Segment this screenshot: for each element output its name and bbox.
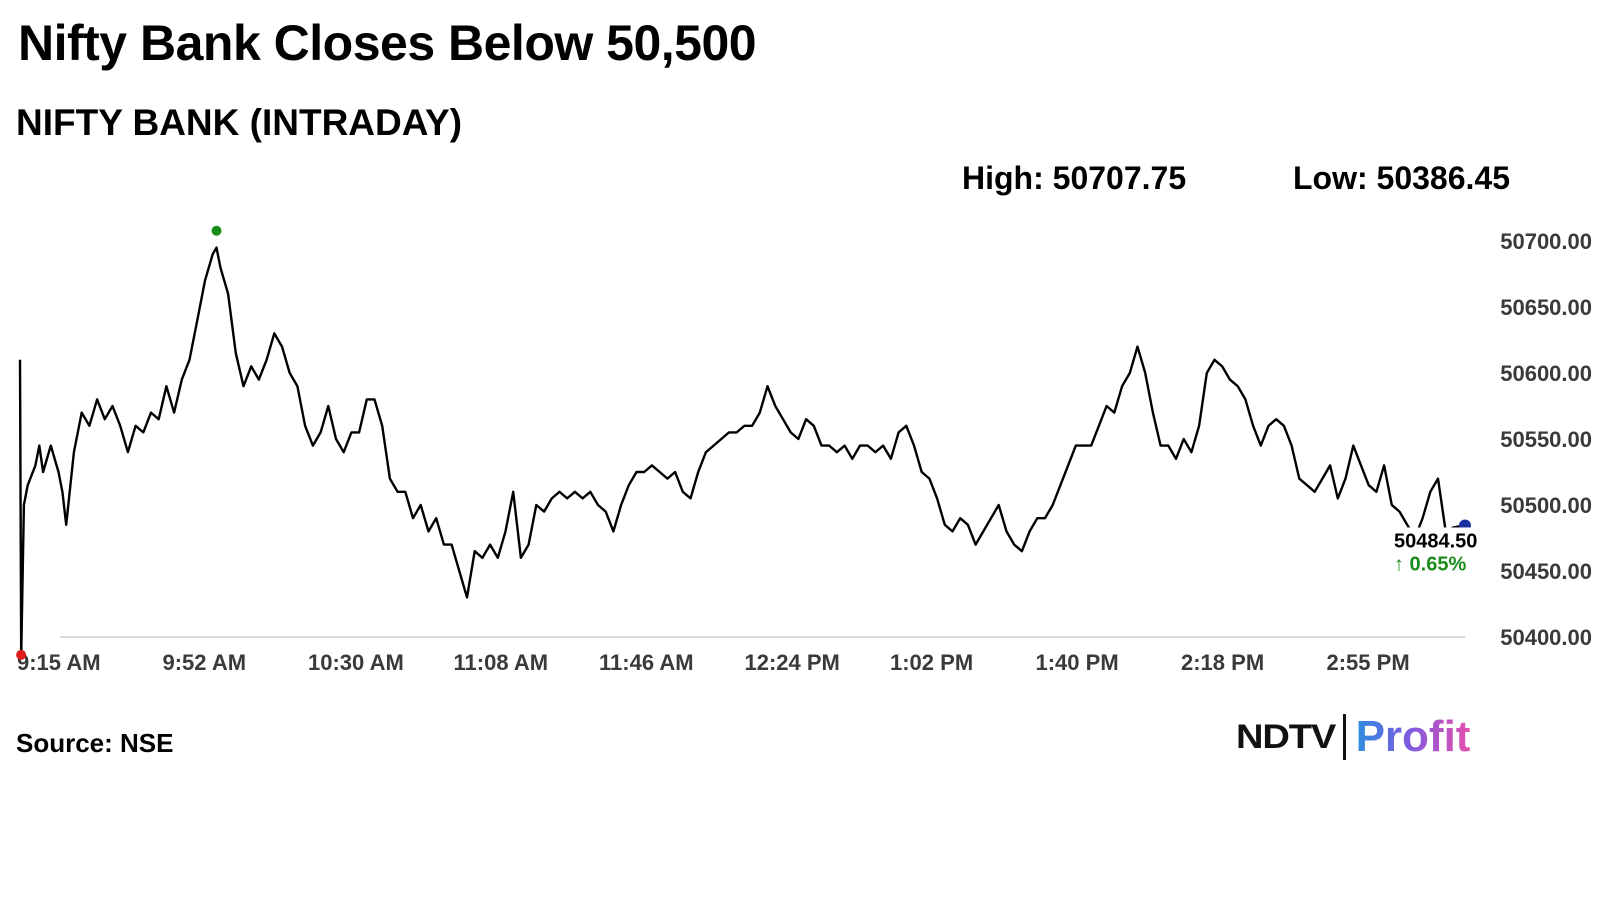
y-tick-label: 50450.00 — [1500, 559, 1592, 584]
y-tick-label: 50500.00 — [1500, 493, 1592, 518]
x-axis-ticks: 9:15 AM 9:52 AM 10:30 AM 11:08 AM 11:46 AM 12… — [17, 650, 1410, 675]
ndtv-profit-logo: NDTV Profit — [1236, 712, 1470, 762]
chart-subtitle: NIFTY BANK (INTRADAY) — [16, 102, 463, 143]
x-tick-label: 12:24 PM — [745, 650, 840, 675]
x-tick-label: 1:40 PM — [1036, 650, 1119, 675]
x-tick-label: 10:30 AM — [308, 650, 404, 675]
day-low-label: Low: 50386.45 — [1293, 160, 1510, 196]
x-tick-label: 11:46 AM — [599, 650, 694, 675]
x-tick-label: 11:08 AM — [454, 650, 549, 675]
y-tick-label: 50550.00 — [1500, 427, 1592, 452]
y-tick-label: 50600.00 — [1500, 361, 1592, 386]
price-line — [18, 246, 1466, 658]
logo-divider — [1342, 714, 1346, 760]
day-low-marker — [16, 649, 27, 660]
y-tick-label: 50700.00 — [1500, 229, 1592, 254]
intraday-line-chart: 50400.00 50450.00 50500.00 50550.00 50600.00… — [16, 225, 1592, 675]
x-tick-label: 9:15 AM — [17, 650, 101, 675]
headline: Nifty Bank Closes Below 50,500 — [18, 15, 757, 71]
last-price-label: 50484.50 — [1394, 530, 1477, 552]
logo-profit-text: Profit — [1355, 712, 1471, 761]
x-tick-label: 2:55 PM — [1327, 650, 1410, 675]
y-tick-label: 50400.00 — [1500, 625, 1592, 650]
source-note: Source: NSE — [16, 728, 174, 758]
x-tick-label: 9:52 AM — [163, 650, 247, 675]
x-tick-label: 2:18 PM — [1181, 650, 1264, 675]
last-price-label-bg — [1390, 527, 1482, 578]
day-high-marker — [211, 225, 222, 236]
logo-ndtv-text: NDTV — [1236, 717, 1336, 756]
y-tick-label: 50650.00 — [1500, 295, 1592, 320]
y-axis-ticks: 50400.00 50450.00 50500.00 50550.00 50600.00… — [1500, 229, 1592, 650]
day-high-label: High: 50707.75 — [962, 160, 1187, 196]
x-tick-label: 1:02 PM — [890, 650, 973, 675]
change-percent-label: ↑ 0.65% — [1394, 553, 1466, 575]
